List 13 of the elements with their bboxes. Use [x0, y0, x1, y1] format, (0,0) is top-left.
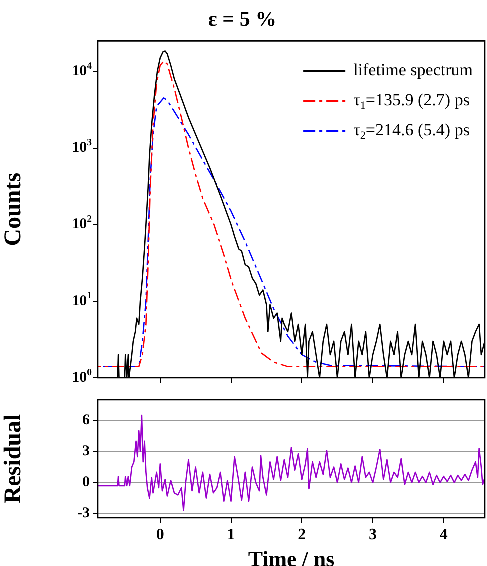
x-tick-label: 0 — [156, 526, 164, 544]
x-tick-label: 4 — [440, 526, 448, 544]
x-tick-label: 3 — [369, 526, 378, 544]
legend-label: lifetime spectrum — [354, 60, 474, 80]
y-axis-title: Residual — [0, 414, 27, 504]
x-tick-label: 1 — [227, 526, 236, 544]
y-tick-label: 0 — [82, 474, 90, 491]
chart-title: ε = 5 % — [208, 7, 277, 32]
y-tick-label: -3 — [78, 506, 90, 522]
x-tick-label: 2 — [298, 526, 306, 544]
y-axis-title: Counts — [0, 172, 27, 246]
y-tick-label: 6 — [82, 412, 90, 429]
y-tick-label: 3 — [82, 444, 90, 460]
